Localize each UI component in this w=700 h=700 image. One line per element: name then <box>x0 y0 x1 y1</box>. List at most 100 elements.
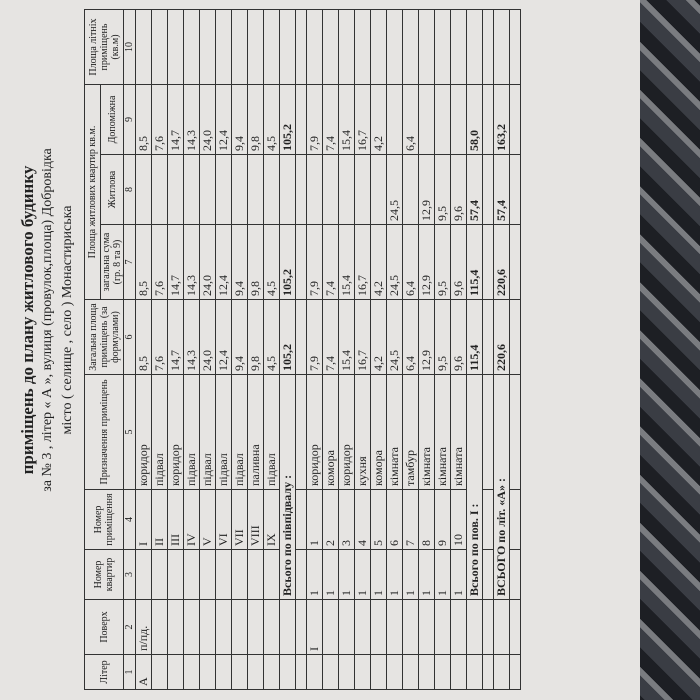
cell: III <box>167 489 184 550</box>
cell <box>482 299 494 375</box>
table-row: 1 4 кухня 16,7 16,7 16,7 <box>354 9 371 690</box>
cell <box>509 489 521 550</box>
cell <box>354 154 371 225</box>
cell: 7,4 <box>322 224 339 300</box>
cell: 7,4 <box>322 299 339 375</box>
cell <box>418 599 435 655</box>
cell <box>450 9 467 85</box>
cell <box>509 9 521 85</box>
cell: 14,3 <box>183 84 200 155</box>
cell: 6 <box>386 489 403 550</box>
cell <box>338 9 355 85</box>
total-label: Всього по пов. І : <box>466 374 483 600</box>
cell: 12,4 <box>215 84 232 155</box>
cell <box>402 9 419 85</box>
total-row: Всього по півпідвалу :105,2 105,2 105,2 <box>279 9 296 690</box>
cell <box>151 9 168 85</box>
column-header: Площа літніх приміщень (кв.м) <box>84 9 124 85</box>
cell <box>386 9 403 85</box>
cell: підвал <box>263 374 280 490</box>
column-number: 8 <box>123 154 136 225</box>
cell <box>135 154 152 225</box>
cell <box>199 549 216 600</box>
table-row: VI підвал 12,4 12,4 12,4 <box>215 9 232 690</box>
cell <box>199 654 216 690</box>
cell <box>482 374 494 490</box>
cell: 14,7 <box>167 299 184 375</box>
cell: кімната <box>450 374 467 490</box>
cell: 7,9 <box>306 224 323 300</box>
cell <box>199 154 216 225</box>
cell: підвал <box>183 374 200 490</box>
cell <box>509 154 521 225</box>
cell: 7,6 <box>151 224 168 300</box>
cell <box>231 599 248 655</box>
cell <box>509 654 521 690</box>
cell: VI <box>215 489 232 550</box>
cell: 57,4 <box>466 154 483 225</box>
cell: комора <box>322 374 339 490</box>
cell: IX <box>263 489 280 550</box>
cell <box>135 9 152 85</box>
cell <box>434 9 451 85</box>
cell <box>322 9 339 85</box>
cell: 1 <box>418 549 435 600</box>
column-number: 7 <box>123 224 136 300</box>
cell <box>450 84 467 155</box>
cell <box>167 154 184 225</box>
cell: 1 <box>450 549 467 600</box>
table-row: IV підвал 14,3 14,3 14,3 <box>183 9 200 690</box>
cell <box>402 654 419 690</box>
cell: 8,5 <box>135 224 152 300</box>
cell: комора <box>370 374 387 490</box>
cell: V <box>199 489 216 550</box>
cell <box>295 9 307 85</box>
cell: підвал <box>215 374 232 490</box>
cell: 9,6 <box>450 224 467 300</box>
cell <box>215 654 232 690</box>
cell <box>386 84 403 155</box>
cell: 105,2 <box>279 299 296 375</box>
cell <box>231 9 248 85</box>
cell: 16,7 <box>354 224 371 300</box>
cell: 7,6 <box>151 84 168 155</box>
cell <box>434 84 451 155</box>
cell: 7 <box>402 489 419 550</box>
cell: 9 <box>434 489 451 550</box>
column-header: загальна сума (гр. 8 та 9) <box>100 224 124 300</box>
column-number: 10 <box>123 9 136 85</box>
cell: 24,0 <box>199 224 216 300</box>
cell: 4,2 <box>370 299 387 375</box>
cell: VIII <box>247 489 264 550</box>
cell <box>295 599 307 655</box>
cell <box>354 9 371 85</box>
cell <box>215 9 232 85</box>
cell: 4,2 <box>370 224 387 300</box>
cell <box>167 599 184 655</box>
cell: 4,2 <box>370 84 387 155</box>
cell: 14,7 <box>167 84 184 155</box>
column-number: 5 <box>123 374 136 490</box>
cell <box>482 489 494 550</box>
cell: 7,4 <box>322 84 339 155</box>
cell: 4 <box>354 489 371 550</box>
cell: II <box>151 489 168 550</box>
column-header: Поверх <box>84 599 124 655</box>
cell: IV <box>183 489 200 550</box>
cell <box>295 154 307 225</box>
cell: 12,9 <box>418 299 435 375</box>
cell: 12,9 <box>418 224 435 300</box>
cell: I <box>135 489 152 550</box>
cell <box>370 654 387 690</box>
cell <box>306 154 323 225</box>
cell: підвал <box>199 374 216 490</box>
cell: 1 <box>322 549 339 600</box>
cell <box>386 599 403 655</box>
cell: 1 <box>354 549 371 600</box>
header: приміщень до плану житлового будинку за №… <box>18 10 78 690</box>
cell <box>370 9 387 85</box>
cell: 9,5 <box>434 299 451 375</box>
cell: 163,2 <box>493 84 510 155</box>
cell <box>295 299 307 375</box>
